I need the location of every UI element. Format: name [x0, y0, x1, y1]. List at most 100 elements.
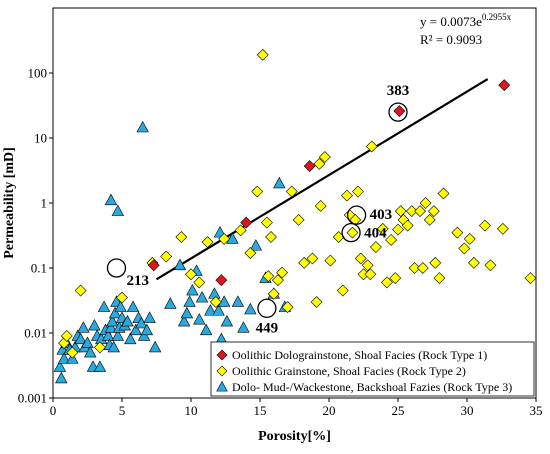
diamond-point [364, 268, 377, 281]
triangle-point [217, 295, 231, 307]
diamond-point [381, 276, 393, 289]
triangle-point [148, 340, 162, 353]
diamond-point [260, 216, 273, 229]
triangle-point [111, 329, 125, 341]
diamond-point [276, 266, 289, 279]
triangle-point [74, 332, 87, 345]
diamond-point [160, 250, 173, 263]
trendline-r2: R² = 0.9093 [420, 32, 482, 47]
annotation-circle [388, 102, 408, 122]
triangle-point [114, 300, 127, 312]
diamond-point [193, 276, 206, 289]
annotation-label: 449 [256, 320, 279, 336]
trendline-equation-text: y = 0.0073e0.2955x [420, 12, 512, 29]
diamond-point [314, 200, 327, 212]
triangle-point [104, 321, 118, 333]
series-1 [147, 79, 511, 287]
series-3 [53, 120, 292, 384]
diamond-point [423, 213, 436, 226]
annotation-label: 403 [370, 207, 393, 223]
diamond-point [324, 254, 337, 267]
trendline-group [155, 78, 489, 281]
y-tick-label: 0.1 [31, 261, 47, 276]
diamond-point [298, 256, 311, 269]
diamond-point [116, 291, 128, 304]
data-marks [53, 48, 537, 384]
diamond-point [463, 233, 476, 245]
trendline [155, 78, 489, 281]
triangle-point [101, 329, 115, 341]
triangle-point [212, 304, 225, 316]
x-tick-label: 30 [461, 403, 474, 418]
diamond-point [341, 189, 353, 202]
diamond-point [437, 187, 450, 200]
x-tick-label: 0 [50, 403, 57, 418]
triangle-point [97, 300, 111, 312]
triangle-point [77, 321, 90, 333]
diamond-point [369, 241, 382, 253]
triangle-point [108, 306, 122, 319]
diamond-point [185, 268, 197, 281]
diamond-point [496, 222, 509, 235]
triangle-point [124, 332, 137, 345]
triangle-point [186, 283, 199, 296]
triangle-point [164, 297, 177, 309]
annotation-circle [257, 298, 277, 318]
legend-label: Dolo- Mud-/Wackestone, Backshoal Fazies … [232, 380, 512, 394]
triangle-point [244, 302, 257, 315]
diamond-point [524, 272, 537, 284]
diamond-point [262, 270, 275, 283]
triangle-point [226, 232, 239, 244]
diamond-point [354, 252, 367, 265]
triangle-point [93, 360, 107, 372]
triangle-point [204, 304, 217, 316]
diamond-point [272, 274, 284, 287]
triangle-point [106, 314, 119, 327]
diamond-point [419, 197, 432, 209]
y-axis-title: Permeability [mD] [2, 147, 17, 259]
triangle-point [88, 318, 101, 331]
diamond-point [310, 296, 323, 308]
diamond-point [256, 48, 269, 61]
triangle-point [57, 352, 71, 364]
axis-ticks: 0 5 10 15 20 25 30 35 0.001 0.01 0.1 1 10 100 [18, 66, 543, 419]
diamond-point [389, 272, 402, 284]
triangle-point [237, 321, 250, 333]
triangle-point [53, 360, 67, 372]
diamond-point [429, 256, 442, 269]
diamond-point [361, 259, 374, 272]
diamond-point [479, 219, 491, 232]
diamond-point [318, 151, 331, 163]
y-tick-label: 0.01 [24, 326, 47, 341]
diamond-point [209, 296, 222, 308]
diamond-point [392, 223, 404, 236]
diamond-point [336, 284, 349, 297]
triangle-point [177, 314, 191, 327]
triangle-point [55, 371, 68, 384]
diamond-point [416, 262, 429, 274]
equation-exponent: 0.2955x [482, 12, 512, 22]
triangle-point [193, 313, 206, 325]
annotations: 383 403 404 213 449 [106, 83, 409, 336]
diamond-point [218, 233, 231, 245]
y-tick-label: 10 [34, 131, 47, 146]
legend-label: Oolithic Dolograinstone, Shoal Facies (R… [232, 348, 487, 362]
diamond-point [60, 330, 73, 342]
triangle-point [143, 311, 156, 323]
x-axis-title: Porosity[%] [258, 429, 331, 444]
diamond-point [405, 205, 418, 218]
diamond-point [292, 213, 305, 226]
annotation-label: 213 [126, 273, 149, 289]
diamond-point [385, 234, 398, 246]
legend: Oolithic Dolograinstone, Shoal Facies (R… [210, 341, 535, 397]
triangle-point [137, 329, 151, 341]
triangle-point [81, 336, 94, 348]
x-tick-label: 35 [530, 403, 543, 418]
diamond-point [215, 274, 228, 287]
diamond-point [267, 287, 280, 300]
diamond-point [251, 185, 264, 198]
diamond-point [498, 79, 511, 92]
diamond-point [313, 157, 326, 170]
